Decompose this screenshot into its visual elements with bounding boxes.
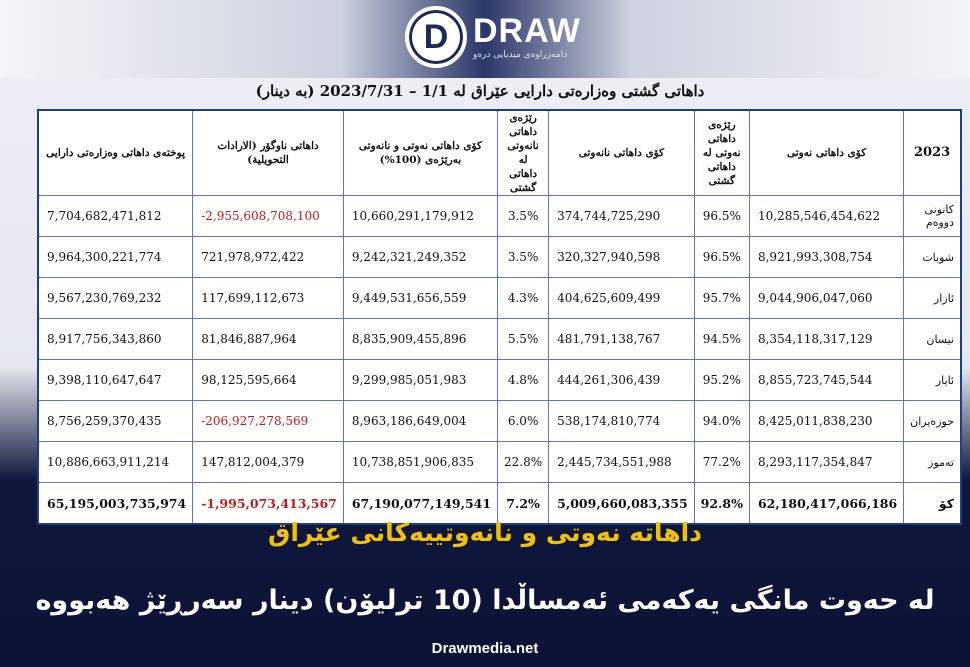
site-url: Drawmedia.net	[431, 640, 539, 657]
cell-oil-revenue: 8,293,117,354,847	[748, 441, 905, 483]
logo-subtitle: دامەزراوەی میدیایی درەو	[473, 50, 568, 60]
cell-transfers: 147,812,004,379	[192, 441, 344, 483]
cell-oil-revenue: 62,180,417,066,186	[748, 482, 905, 525]
cell-month: شوبات	[903, 236, 962, 278]
cell-nonoil-share: 5.5%	[497, 318, 550, 360]
draw-logo: D DRAW دامەزراوەی میدیایی درەو	[405, 6, 605, 68]
cell-total-100: 9,242,321,249,352	[342, 236, 499, 278]
table-row: 9,964,300,221,774 721,978,972,422 9,242,32…	[37, 236, 962, 278]
cell-ministry-total: 9,398,110,647,647	[37, 359, 194, 401]
cell-oil-revenue: 9,044,906,047,060	[748, 277, 905, 319]
cell-total-100: 9,449,531,656,559	[342, 277, 499, 319]
header-nonoil-revenue: کۆی داهاتی نانەوتی	[548, 109, 695, 196]
cell-nonoil-revenue: 404,625,609,499	[548, 277, 695, 319]
cell-nonoil-revenue: 2,445,734,551,988	[548, 441, 695, 483]
top-banner	[0, 0, 970, 78]
table-row: 8,756,259,370,435 -206,927,278,569 8,963,1…	[37, 400, 962, 442]
cell-oil-revenue: 8,855,723,745,544	[748, 359, 905, 401]
cell-month: ئازار	[903, 277, 962, 319]
cell-transfers: -2,955,608,708,100	[192, 195, 344, 237]
cell-ministry-total: 8,756,259,370,435	[37, 400, 194, 442]
cell-month: کۆ	[903, 482, 962, 525]
total-row: 65,195,003,735,974 -1,995,073,413,567 67,1…	[37, 482, 962, 525]
cell-oil-share: 96.5%	[693, 195, 750, 237]
cell-nonoil-revenue: 444,261,306,439	[548, 359, 695, 401]
table-title: داهاتی گشتی وەزارەتی دارایی عێراق لە 1/1…	[255, 82, 705, 100]
headline-primary: داهاتە نەوتی و نانەوتییەکانی عێراق	[268, 518, 702, 547]
cell-month: تەموز	[903, 441, 962, 483]
table-row: 7,704,682,471,812 -2,955,608,708,100 10,66…	[37, 195, 962, 237]
cell-nonoil-revenue: 5,009,660,083,355	[548, 482, 695, 525]
table-row: 9,398,110,647,647 98,125,595,664 9,299,985…	[37, 359, 962, 401]
cell-transfers: -1,995,073,413,567	[192, 482, 344, 525]
cell-oil-revenue: 8,921,993,308,754	[748, 236, 905, 278]
cell-nonoil-share: 7.2%	[497, 482, 550, 525]
cell-ministry-total: 9,964,300,221,774	[37, 236, 194, 278]
header-total-100: کۆی داهاتی نەوتی و نانەوتی بەرێژەی (100%…	[342, 109, 499, 196]
cell-month: کانونی دووەم	[903, 195, 962, 237]
cell-transfers: 117,699,112,673	[192, 277, 344, 319]
cell-oil-share: 96.5%	[693, 236, 750, 278]
cell-month: ئایار	[903, 359, 962, 401]
logo-word: DRAW	[473, 12, 581, 50]
cell-transfers: 721,978,972,422	[192, 236, 344, 278]
header-nonoil-share: رێژەی داهاتی نانەوتی لە داهاتی گشتی	[497, 109, 550, 196]
cell-oil-share: 94.5%	[693, 318, 750, 360]
cell-nonoil-revenue: 481,791,138,767	[548, 318, 695, 360]
cell-nonoil-share: 6.0%	[497, 400, 550, 442]
cell-ministry-total: 9,567,230,769,232	[37, 277, 194, 319]
cell-month: حوزەیران	[903, 400, 962, 442]
cell-total-100: 9,299,985,051,983	[342, 359, 499, 401]
cell-nonoil-revenue: 320,327,940,598	[548, 236, 695, 278]
cell-nonoil-share: 4.8%	[497, 359, 550, 401]
cell-ministry-total: 65,195,003,735,974	[37, 482, 194, 525]
cell-nonoil-share: 3.5%	[497, 236, 550, 278]
cell-total-100: 10,738,851,906,835	[342, 441, 499, 483]
cell-oil-share: 95.7%	[693, 277, 750, 319]
headline-secondary: لە حەوت مانگی یەکەمی ئەمساڵدا (10 ترلیۆن…	[35, 585, 935, 616]
cell-oil-share: 77.2%	[693, 441, 750, 483]
table-row: 9,567,230,769,232 117,699,112,673 9,449,53…	[37, 277, 962, 319]
cell-nonoil-share: 3.5%	[497, 195, 550, 237]
cell-month: نیسان	[903, 318, 962, 360]
cell-oil-share: 92.8%	[693, 482, 750, 525]
header-oil-share: رێژەی داهاتی نەوتی لە داهاتی گشتی	[693, 109, 750, 196]
cell-transfers: 81,846,887,964	[192, 318, 344, 360]
cell-nonoil-share: 22.8%	[497, 441, 550, 483]
cell-total-100: 8,835,909,455,896	[342, 318, 499, 360]
cell-total-100: 67,190,077,149,541	[342, 482, 499, 525]
table-row: 8,917,756,343,860 81,846,887,964 8,835,909…	[37, 318, 962, 360]
cell-nonoil-share: 4.3%	[497, 277, 550, 319]
header-oil-revenue: کۆی داهاتی نەوتی	[748, 109, 905, 196]
cell-total-100: 10,660,291,179,912	[342, 195, 499, 237]
cell-ministry-total: 8,917,756,343,860	[37, 318, 194, 360]
cell-nonoil-revenue: 374,744,725,290	[548, 195, 695, 237]
header-transfers: داهاتی ناوگۆر (الارادات التحويلية)	[192, 109, 344, 196]
cell-oil-revenue: 8,425,011,838,230	[748, 400, 905, 442]
table-row: 10,886,663,911,214 147,812,004,379 10,738,…	[37, 441, 962, 483]
header-row: پوختەی داهاتی وەزارەتی دارایی داهاتی ناو…	[37, 109, 962, 196]
cell-ministry-total: 10,886,663,911,214	[37, 441, 194, 483]
cell-transfers: -206,927,278,569	[192, 400, 344, 442]
header-ministry-total: پوختەی داهاتی وەزارەتی دارایی	[37, 109, 194, 196]
cell-transfers: 98,125,595,664	[192, 359, 344, 401]
header-year: 2023	[903, 109, 962, 196]
cell-ministry-total: 7,704,682,471,812	[37, 195, 194, 237]
revenue-table: پوختەی داهاتی وەزارەتی دارایی داهاتی ناو…	[37, 109, 962, 525]
cell-oil-revenue: 8,354,118,317,129	[748, 318, 905, 360]
cell-oil-share: 94.0%	[693, 400, 750, 442]
cell-total-100: 8,963,186,649,004	[342, 400, 499, 442]
cell-oil-revenue: 10,285,546,454,622	[748, 195, 905, 237]
cell-oil-share: 95.2%	[693, 359, 750, 401]
logo-d-icon: D	[405, 6, 467, 68]
cell-nonoil-revenue: 538,174,810,774	[548, 400, 695, 442]
